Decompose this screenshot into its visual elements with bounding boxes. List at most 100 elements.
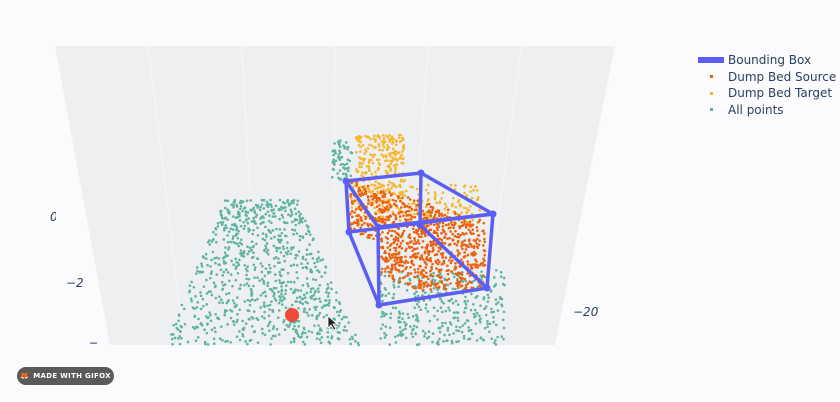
all-points-marker bbox=[409, 325, 412, 328]
dump-bed-source-marker bbox=[406, 281, 409, 285]
dump-bed-target-marker bbox=[362, 159, 366, 162]
all-points-marker bbox=[278, 198, 282, 202]
all-points-marker bbox=[260, 327, 264, 331]
all-points-marker bbox=[342, 328, 346, 332]
dump-bed-source-marker bbox=[413, 275, 416, 279]
all-points-marker bbox=[462, 337, 466, 340]
dump-bed-source-marker bbox=[422, 213, 426, 217]
dump-bed-source-marker bbox=[392, 212, 395, 216]
dump-bed-target-marker bbox=[401, 193, 405, 197]
dump-bed-source-marker bbox=[449, 256, 452, 259]
all-points-marker bbox=[236, 210, 240, 214]
dump-bed-target-marker bbox=[401, 136, 404, 140]
all-points-marker bbox=[306, 301, 309, 305]
all-points-marker bbox=[239, 283, 243, 287]
legend-item-bounding-box[interactable]: Bounding Box bbox=[698, 52, 836, 69]
all-points-marker bbox=[269, 237, 273, 240]
dump-bed-target-marker bbox=[359, 150, 362, 153]
all-points-marker bbox=[214, 296, 218, 300]
legend-item-dump-bed-target[interactable]: Dump Bed Target bbox=[698, 85, 836, 102]
all-points-marker bbox=[235, 335, 239, 339]
all-points-marker bbox=[274, 215, 277, 218]
all-points-marker bbox=[297, 334, 300, 338]
all-points-marker bbox=[291, 327, 295, 331]
all-points-marker bbox=[439, 306, 443, 309]
all-points-marker bbox=[232, 215, 235, 218]
dump-bed-source-marker bbox=[395, 243, 399, 246]
all-points-marker bbox=[278, 278, 281, 282]
all-points-marker bbox=[285, 221, 289, 225]
all-points-marker bbox=[230, 259, 233, 263]
dump-bed-source-marker bbox=[427, 283, 430, 286]
dump-bed-target-marker bbox=[384, 169, 388, 173]
dump-bed-source-marker bbox=[419, 273, 423, 276]
dump-bed-source-marker bbox=[415, 228, 418, 232]
all-points-marker bbox=[180, 325, 183, 329]
all-points-marker bbox=[344, 141, 348, 144]
dump-bed-target-marker bbox=[377, 161, 381, 165]
dump-bed-source-marker bbox=[481, 274, 485, 277]
dump-bed-source-marker bbox=[464, 243, 467, 247]
dump-bed-source-marker bbox=[414, 271, 417, 274]
all-points-marker bbox=[171, 342, 174, 346]
dump-bed-source-marker bbox=[384, 218, 387, 221]
dump-bed-target-marker bbox=[427, 217, 431, 220]
dump-bed-source-marker bbox=[387, 200, 390, 204]
all-points-marker bbox=[271, 327, 275, 330]
all-points-marker bbox=[305, 266, 309, 270]
all-points-marker bbox=[317, 250, 320, 254]
all-points-marker bbox=[254, 222, 258, 225]
all-points-marker bbox=[383, 312, 386, 315]
all-points-marker bbox=[271, 229, 275, 232]
all-points-marker bbox=[244, 267, 248, 271]
all-points-marker bbox=[325, 287, 329, 291]
dump-bed-source-marker bbox=[471, 263, 475, 266]
all-points-marker bbox=[262, 207, 266, 210]
all-points-marker bbox=[450, 339, 454, 343]
all-points-marker bbox=[464, 295, 467, 299]
dump-bed-source-marker bbox=[394, 246, 398, 250]
dump-bed-source-marker bbox=[431, 206, 435, 210]
dump-bed-source-marker bbox=[374, 212, 378, 216]
dump-bed-source-marker bbox=[391, 256, 395, 259]
dump-bed-target-marker bbox=[398, 219, 402, 222]
all-points-marker bbox=[275, 249, 279, 253]
dump-bed-source-marker bbox=[434, 283, 437, 287]
all-points-marker bbox=[282, 320, 285, 324]
dump-bed-source-marker bbox=[462, 233, 466, 236]
all-points-marker bbox=[427, 335, 431, 339]
all-points-marker bbox=[324, 265, 328, 268]
all-points-marker bbox=[384, 325, 388, 328]
all-points-marker bbox=[182, 307, 186, 311]
all-points-marker bbox=[294, 212, 298, 216]
all-points-marker bbox=[243, 263, 247, 267]
all-points-marker bbox=[317, 324, 320, 327]
legend-label: Dump Bed Source bbox=[728, 69, 837, 84]
dump-bed-source-marker bbox=[437, 212, 441, 215]
all-points-marker bbox=[494, 298, 498, 301]
all-points-marker bbox=[220, 280, 224, 284]
dump-bed-source-marker bbox=[481, 261, 485, 265]
dump-bed-target-marker bbox=[371, 154, 375, 157]
all-points-marker bbox=[259, 217, 262, 220]
dump-bed-source-marker bbox=[380, 238, 383, 242]
all-points-marker bbox=[406, 312, 410, 316]
all-points-marker bbox=[331, 175, 334, 179]
dump-bed-target-marker bbox=[382, 184, 386, 188]
dump-bed-source-marker bbox=[380, 218, 384, 222]
dump-bed-target-marker bbox=[375, 186, 379, 190]
legend-item-all-points[interactable]: All points bbox=[698, 102, 836, 119]
all-points-marker bbox=[219, 325, 223, 328]
legend-item-dump-bed-source[interactable]: Dump Bed Source bbox=[698, 69, 836, 86]
legend-label: Bounding Box bbox=[728, 53, 812, 68]
all-points-marker bbox=[457, 329, 461, 333]
all-points-marker bbox=[227, 245, 231, 249]
all-points-marker bbox=[250, 289, 253, 293]
all-points-marker bbox=[234, 267, 238, 271]
dump-bed-source-marker bbox=[392, 238, 396, 241]
dump-bed-source-marker bbox=[386, 215, 390, 219]
all-points-marker bbox=[439, 297, 442, 301]
grid-line bbox=[147, 45, 185, 346]
